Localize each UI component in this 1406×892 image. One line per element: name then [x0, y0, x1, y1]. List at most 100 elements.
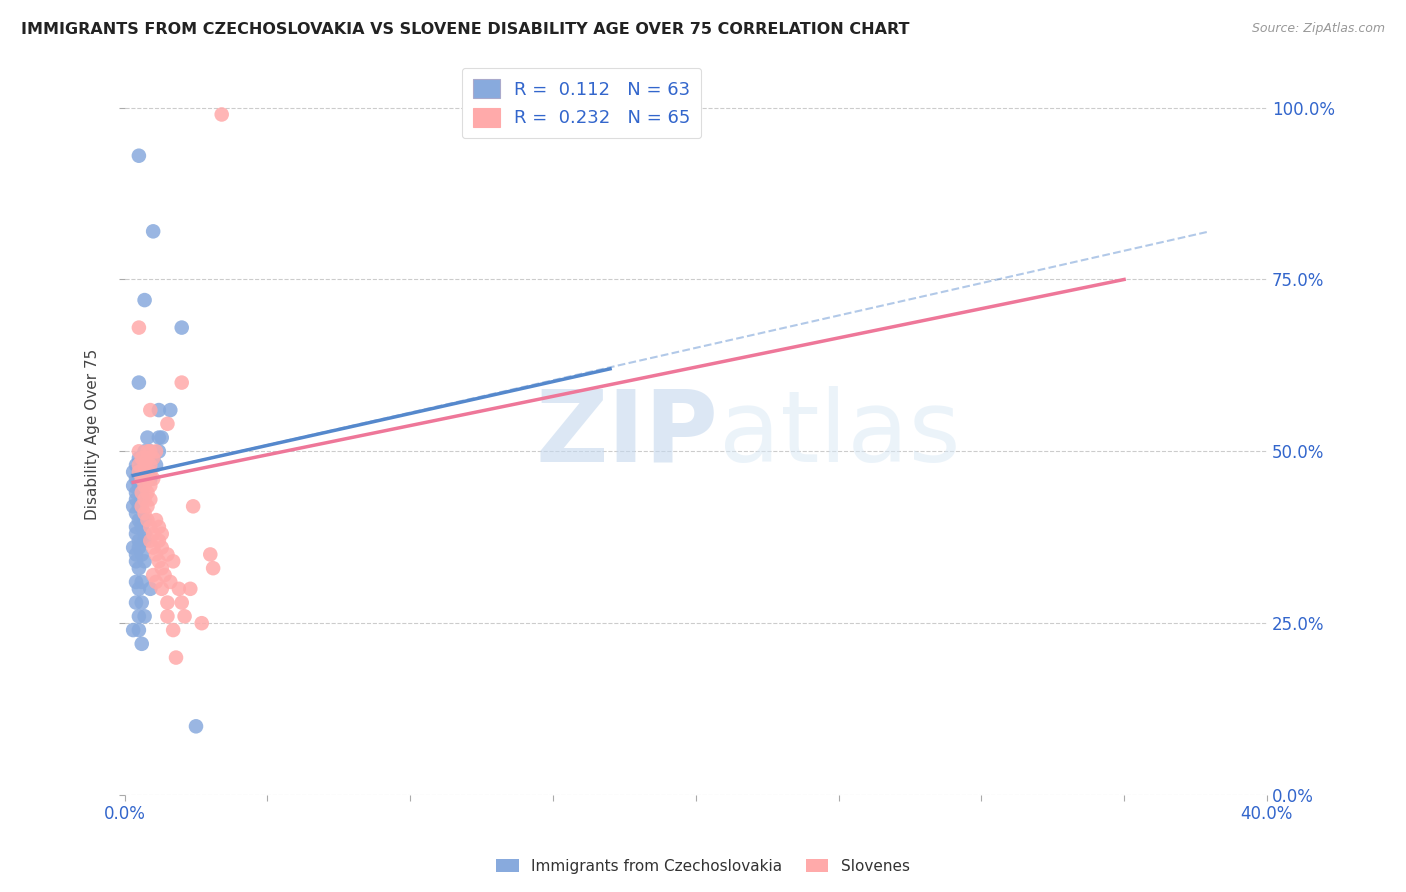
- Point: [170, 596, 193, 610]
- Point: [134, 506, 156, 520]
- Point: [145, 574, 167, 589]
- Point: [134, 293, 156, 307]
- Legend: Immigrants from Czechoslovakia, Slovenes: Immigrants from Czechoslovakia, Slovenes: [491, 853, 915, 880]
- Point: [167, 582, 190, 596]
- Point: [148, 520, 170, 534]
- Point: [128, 609, 150, 624]
- Point: [136, 485, 159, 500]
- Point: [128, 320, 150, 334]
- Point: [139, 582, 162, 596]
- Point: [148, 533, 170, 548]
- Point: [142, 224, 165, 238]
- Point: [134, 492, 156, 507]
- Point: [139, 403, 162, 417]
- Point: [162, 554, 184, 568]
- Point: [131, 637, 153, 651]
- Point: [134, 554, 156, 568]
- Point: [131, 548, 153, 562]
- Point: [139, 465, 162, 479]
- Point: [156, 417, 179, 431]
- Point: [125, 520, 148, 534]
- Point: [142, 541, 165, 555]
- Point: [125, 526, 148, 541]
- Point: [136, 451, 159, 466]
- Point: [150, 582, 173, 596]
- Point: [128, 451, 150, 466]
- Point: [148, 403, 170, 417]
- Point: [122, 623, 145, 637]
- Point: [128, 541, 150, 555]
- Point: [125, 472, 148, 486]
- Point: [125, 485, 148, 500]
- Point: [131, 574, 153, 589]
- Text: Source: ZipAtlas.com: Source: ZipAtlas.com: [1251, 22, 1385, 36]
- Point: [139, 472, 162, 486]
- Point: [165, 650, 187, 665]
- Point: [150, 541, 173, 555]
- Point: [211, 107, 233, 121]
- Point: [134, 451, 156, 466]
- Point: [181, 500, 204, 514]
- Point: [122, 541, 145, 555]
- Point: [156, 548, 179, 562]
- Point: [131, 500, 153, 514]
- Point: [128, 465, 150, 479]
- Point: [142, 451, 165, 466]
- Point: [136, 513, 159, 527]
- Point: [142, 451, 165, 466]
- Point: [128, 623, 150, 637]
- Point: [131, 485, 153, 500]
- Text: IMMIGRANTS FROM CZECHOSLOVAKIA VS SLOVENE DISABILITY AGE OVER 75 CORRELATION CHA: IMMIGRANTS FROM CZECHOSLOVAKIA VS SLOVEN…: [21, 22, 910, 37]
- Point: [125, 596, 148, 610]
- Text: ZIP: ZIP: [536, 385, 718, 483]
- Point: [134, 458, 156, 472]
- Point: [134, 609, 156, 624]
- Point: [128, 376, 150, 390]
- Point: [156, 609, 179, 624]
- Point: [131, 451, 153, 466]
- Point: [134, 444, 156, 458]
- Point: [139, 444, 162, 458]
- Point: [170, 320, 193, 334]
- Point: [128, 533, 150, 548]
- Point: [148, 444, 170, 458]
- Point: [122, 500, 145, 514]
- Point: [131, 596, 153, 610]
- Point: [148, 554, 170, 568]
- Point: [134, 533, 156, 548]
- Point: [162, 623, 184, 637]
- Point: [134, 526, 156, 541]
- Legend: R =  0.112   N = 63, R =  0.232   N = 65: R = 0.112 N = 63, R = 0.232 N = 65: [461, 68, 702, 138]
- Point: [134, 465, 156, 479]
- Point: [200, 548, 222, 562]
- Point: [136, 472, 159, 486]
- Point: [142, 526, 165, 541]
- Point: [128, 500, 150, 514]
- Point: [134, 465, 156, 479]
- Point: [139, 492, 162, 507]
- Point: [125, 548, 148, 562]
- Point: [128, 458, 150, 472]
- Point: [145, 444, 167, 458]
- Point: [131, 458, 153, 472]
- Point: [139, 458, 162, 472]
- Point: [156, 596, 179, 610]
- Point: [142, 472, 165, 486]
- Point: [122, 465, 145, 479]
- Point: [128, 479, 150, 493]
- Point: [173, 609, 195, 624]
- Text: atlas: atlas: [718, 385, 960, 483]
- Point: [139, 520, 162, 534]
- Point: [159, 403, 181, 417]
- Point: [136, 444, 159, 458]
- Point: [202, 561, 225, 575]
- Point: [153, 568, 176, 582]
- Point: [139, 479, 162, 493]
- Point: [128, 149, 150, 163]
- Point: [131, 472, 153, 486]
- Point: [128, 513, 150, 527]
- Point: [136, 431, 159, 445]
- Point: [139, 444, 162, 458]
- Point: [134, 513, 156, 527]
- Point: [170, 376, 193, 390]
